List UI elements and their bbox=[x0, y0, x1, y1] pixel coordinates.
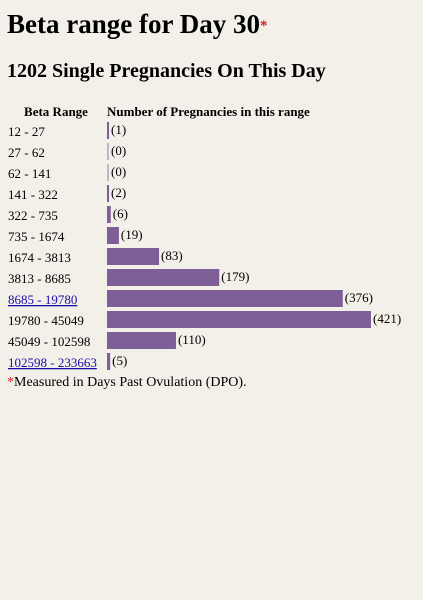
bar-value-label: (0) bbox=[111, 164, 126, 179]
bar-value-label: (110) bbox=[178, 332, 206, 347]
bar-value-label: (376) bbox=[345, 290, 373, 305]
bar-value-label: (0) bbox=[111, 143, 126, 158]
bar-value-label: (2) bbox=[111, 185, 126, 200]
range-label: 735 - 1674 bbox=[8, 229, 65, 244]
bar bbox=[107, 143, 109, 160]
range-label: 19780 - 45049 bbox=[8, 313, 84, 328]
bar bbox=[107, 353, 111, 370]
range-link[interactable]: 8685 - 19780 bbox=[8, 292, 77, 307]
page-title: Beta range for Day 30* bbox=[7, 7, 267, 41]
bar bbox=[107, 227, 119, 244]
bar-value-label: (179) bbox=[221, 269, 249, 284]
page-subtitle: 1202 Single Pregnancies On This Day bbox=[7, 60, 326, 82]
title-asterisk: * bbox=[259, 18, 268, 34]
bar bbox=[107, 248, 160, 265]
range-label: 322 - 735 bbox=[8, 208, 58, 223]
chart-rows: 12 - 27 (1) 27 - 62 (0) 62 - 141 (0) 141 - 322… bbox=[8, 122, 401, 370]
value-column-header: Number of Pregnancies in this range bbox=[107, 104, 310, 119]
range-label: 141 - 322 bbox=[8, 187, 58, 202]
bar bbox=[107, 269, 220, 286]
beta-range-chart: Beta Range Number of Pregnancies in this… bbox=[8, 104, 401, 370]
range-label: 3813 - 8685 bbox=[8, 271, 71, 286]
bar-value-label: (6) bbox=[113, 206, 128, 221]
range-label: 62 - 141 bbox=[8, 166, 51, 181]
range-link[interactable]: 102598 - 233663 bbox=[8, 355, 97, 370]
footnote: *Measured in Days Past Ovulation (DPO). bbox=[7, 374, 247, 392]
range-label: 12 - 27 bbox=[8, 124, 45, 139]
bar bbox=[107, 311, 371, 328]
bar bbox=[107, 122, 109, 139]
range-label: 1674 - 3813 bbox=[8, 250, 71, 265]
bar-value-label: (83) bbox=[161, 248, 183, 263]
bar bbox=[107, 290, 343, 307]
category-column-header: Beta Range bbox=[24, 104, 88, 119]
bar-value-label: (1) bbox=[111, 122, 126, 137]
range-label: 45049 - 102598 bbox=[8, 334, 90, 349]
range-label: 27 - 62 bbox=[8, 145, 45, 160]
bar bbox=[107, 206, 111, 223]
page-title-text: Beta range for Day 30 bbox=[7, 9, 260, 39]
footnote-asterisk: * bbox=[7, 375, 14, 390]
footnote-text: Measured in Days Past Ovulation (DPO). bbox=[14, 375, 247, 390]
bar bbox=[107, 332, 176, 349]
bar-value-label: (19) bbox=[121, 227, 143, 242]
bar bbox=[107, 164, 109, 181]
bar-value-label: (421) bbox=[373, 311, 401, 326]
bar bbox=[107, 185, 109, 202]
bar-value-label: (5) bbox=[112, 353, 127, 368]
